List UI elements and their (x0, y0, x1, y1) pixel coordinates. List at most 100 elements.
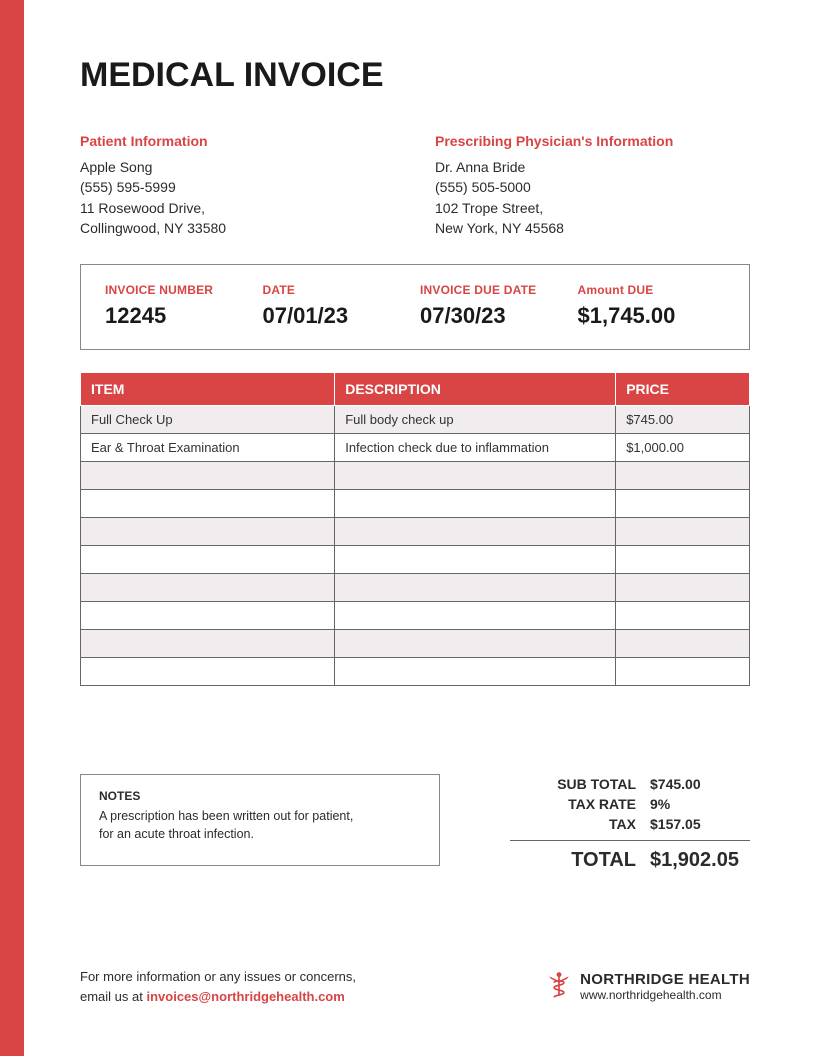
cell-price: $1,000.00 (616, 434, 750, 462)
cell-price (616, 602, 750, 630)
total-value: $1,902.05 (650, 849, 750, 872)
total-label: TOTAL (526, 849, 636, 872)
footer: For more information or any issues or co… (80, 967, 750, 1006)
taxrate-label: TAX RATE (526, 796, 636, 812)
cell-description (335, 574, 616, 602)
patient-addr1: 11 Rosewood Drive, (80, 198, 395, 218)
table-row (81, 602, 750, 630)
cell-price (616, 546, 750, 574)
footer-text: For more information or any issues or co… (80, 967, 546, 1006)
brand-name: NORTHRIDGE HEALTH (580, 971, 750, 988)
cell-item (81, 518, 335, 546)
tax-row: TAX $157.05 (470, 814, 750, 834)
patient-info-block: Patient Information Apple Song (555) 595… (80, 133, 395, 238)
tax-value: $157.05 (650, 816, 750, 832)
totals-block: SUB TOTAL $745.00 TAX RATE 9% TAX $157.0… (470, 774, 750, 874)
items-table: ITEM DESCRIPTION PRICE Full Check UpFull… (80, 372, 750, 686)
th-price: PRICE (616, 373, 750, 406)
cell-item (81, 602, 335, 630)
table-row (81, 546, 750, 574)
totals-divider (510, 840, 750, 841)
cell-price (616, 490, 750, 518)
invoice-number-label: INVOICE NUMBER (105, 283, 253, 297)
physician-heading: Prescribing Physician's Information (435, 133, 750, 149)
page-content: MEDICAL INVOICE Patient Information Appl… (80, 56, 750, 874)
th-item: ITEM (81, 373, 335, 406)
invoice-amount-label: Amount DUE (578, 283, 726, 297)
total-row: TOTAL $1,902.05 (470, 847, 750, 874)
cell-item (81, 574, 335, 602)
invoice-due-label: INVOICE DUE DATE (420, 283, 568, 297)
patient-name: Apple Song (80, 157, 395, 177)
table-header-row: ITEM DESCRIPTION PRICE (81, 373, 750, 406)
subtotal-row: SUB TOTAL $745.00 (470, 774, 750, 794)
bottom-row: NOTES A prescription has been written ou… (80, 774, 750, 874)
footer-line1: For more information or any issues or co… (80, 967, 546, 987)
table-row (81, 574, 750, 602)
patient-phone: (555) 595-5999 (80, 177, 395, 197)
info-row: Patient Information Apple Song (555) 595… (80, 133, 750, 238)
cell-item (81, 658, 335, 686)
table-row (81, 630, 750, 658)
brand-url: www.northridgehealth.com (580, 988, 750, 1002)
cell-price (616, 630, 750, 658)
physician-phone: (555) 505-5000 (435, 177, 750, 197)
table-row: Ear & Throat ExaminationInfection check … (81, 434, 750, 462)
cell-description (335, 546, 616, 574)
physician-addr2: New York, NY 45568 (435, 218, 750, 238)
brand-text: NORTHRIDGE HEALTH www.northridgehealth.c… (580, 971, 750, 1002)
footer-email: invoices@northridgehealth.com (146, 989, 344, 1004)
cell-item (81, 490, 335, 518)
physician-info-block: Prescribing Physician's Information Dr. … (435, 133, 750, 238)
cell-description (335, 658, 616, 686)
cell-description: Full body check up (335, 406, 616, 434)
footer-line2: email us at invoices@northridgehealth.co… (80, 987, 546, 1007)
table-row (81, 518, 750, 546)
cell-item: Ear & Throat Examination (81, 434, 335, 462)
subtotal-value: $745.00 (650, 776, 750, 792)
accent-bar (0, 0, 24, 1056)
cell-description: Infection check due to inflammation (335, 434, 616, 462)
cell-price (616, 462, 750, 490)
tax-label: TAX (526, 816, 636, 832)
notes-line2: for an acute throat infection. (99, 825, 421, 843)
brand-block: NORTHRIDGE HEALTH www.northridgehealth.c… (546, 971, 750, 1002)
invoice-number: 12245 (105, 303, 253, 329)
invoice-meta-box: INVOICE NUMBER 12245 DATE 07/01/23 INVOI… (80, 264, 750, 350)
invoice-date-col: DATE 07/01/23 (263, 283, 411, 329)
caduceus-icon (546, 971, 572, 1001)
cell-description (335, 518, 616, 546)
notes-line1: A prescription has been written out for … (99, 807, 421, 825)
patient-heading: Patient Information (80, 133, 395, 149)
table-row (81, 658, 750, 686)
table-row (81, 462, 750, 490)
th-description: DESCRIPTION (335, 373, 616, 406)
cell-price (616, 518, 750, 546)
cell-description (335, 602, 616, 630)
cell-description (335, 630, 616, 658)
table-row (81, 490, 750, 518)
invoice-due-col: INVOICE DUE DATE 07/30/23 (420, 283, 568, 329)
taxrate-value: 9% (650, 796, 750, 812)
cell-description (335, 490, 616, 518)
taxrate-row: TAX RATE 9% (470, 794, 750, 814)
notes-heading: NOTES (99, 789, 421, 803)
physician-name: Dr. Anna Bride (435, 157, 750, 177)
physician-addr1: 102 Trope Street, (435, 198, 750, 218)
page-title: MEDICAL INVOICE (80, 56, 750, 95)
cell-item (81, 546, 335, 574)
cell-description (335, 462, 616, 490)
invoice-date-label: DATE (263, 283, 411, 297)
invoice-due: 07/30/23 (420, 303, 568, 329)
cell-price (616, 574, 750, 602)
patient-addr2: Collingwood, NY 33580 (80, 218, 395, 238)
table-row: Full Check UpFull body check up$745.00 (81, 406, 750, 434)
invoice-amount-col: Amount DUE $1,745.00 (578, 283, 726, 329)
invoice-amount: $1,745.00 (578, 303, 726, 329)
subtotal-label: SUB TOTAL (526, 776, 636, 792)
cell-price (616, 658, 750, 686)
cell-item (81, 630, 335, 658)
cell-item (81, 462, 335, 490)
invoice-number-col: INVOICE NUMBER 12245 (105, 283, 253, 329)
cell-item: Full Check Up (81, 406, 335, 434)
